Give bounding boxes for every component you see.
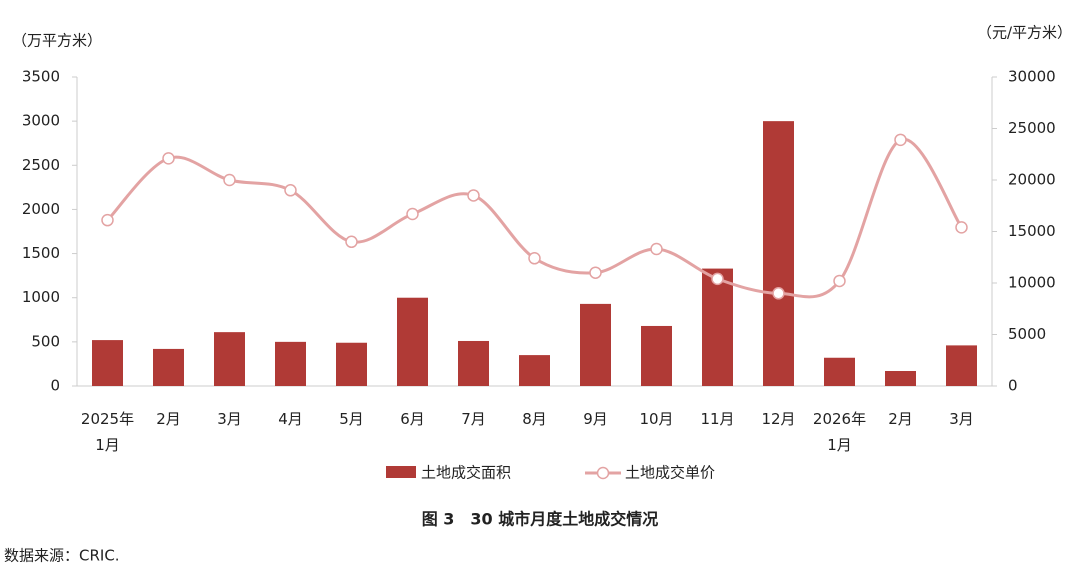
x-tick-label: 4月 xyxy=(278,410,303,428)
y2-tick-label: 15000 xyxy=(1008,222,1056,240)
line-marker xyxy=(589,266,602,279)
y-tick-label: 0 xyxy=(50,377,60,395)
line-marker xyxy=(833,274,846,288)
x-tick-label: 7月 xyxy=(461,410,486,428)
y-tick-label: 3000 xyxy=(22,112,60,130)
line-marker xyxy=(223,173,236,187)
x-tick-label: 6月 xyxy=(400,410,425,428)
bar xyxy=(275,341,306,386)
x-tick-label: 9月 xyxy=(583,410,608,428)
x-tick-label: 2月 xyxy=(156,410,181,428)
y2-tick-label: 5000 xyxy=(1008,325,1046,343)
y-tick-label: 500 xyxy=(31,332,60,350)
line-marker xyxy=(345,235,358,249)
x-tick-label: 10月 xyxy=(639,410,674,428)
source-note: 数据来源：CRIC. xyxy=(4,547,120,565)
y-tick-label: 2500 xyxy=(22,156,60,174)
y2-tick-label: 25000 xyxy=(1008,119,1056,137)
bar xyxy=(214,332,245,386)
bar xyxy=(763,121,794,387)
x-tick-label: 2026年 1月 xyxy=(812,410,867,454)
line-marker xyxy=(528,252,541,265)
bar xyxy=(397,297,428,386)
y2-tick-label: 20000 xyxy=(1008,171,1056,189)
bar xyxy=(92,340,123,386)
line-marker xyxy=(955,221,968,234)
line-marker xyxy=(772,287,785,300)
legend-swatch xyxy=(386,466,416,478)
bar xyxy=(702,268,733,386)
line-marker xyxy=(467,189,480,202)
y-tick-label: 1500 xyxy=(22,244,60,262)
y2-tick-label: 30000 xyxy=(1008,68,1056,86)
line-marker xyxy=(284,184,297,197)
y2-tick-label: 0 xyxy=(1008,377,1018,395)
bar xyxy=(336,342,367,386)
y-axis-title: （万平方米） xyxy=(12,32,102,50)
y-tick-label: 2000 xyxy=(22,200,60,218)
y2-axis-title: （元/平方米） xyxy=(977,24,1072,42)
bar xyxy=(885,370,916,386)
bar xyxy=(946,345,977,386)
bar xyxy=(153,348,184,386)
line-marker xyxy=(162,152,175,165)
chart-title: 图 3 30 城市月度土地成交情况 xyxy=(422,510,659,529)
x-tick-label: 2月 xyxy=(888,410,913,428)
line-marker xyxy=(650,242,663,256)
line-marker xyxy=(406,207,419,221)
bar xyxy=(641,325,672,386)
bar xyxy=(458,340,489,386)
x-tick-label: 8月 xyxy=(522,410,547,428)
y-tick-label: 1000 xyxy=(22,288,60,306)
bar xyxy=(519,355,550,386)
line-marker xyxy=(894,133,907,147)
bar xyxy=(824,357,855,386)
x-tick-label: 2025年 1月 xyxy=(80,410,135,454)
x-tick-label: 5月 xyxy=(339,410,364,428)
line-marker xyxy=(711,272,724,286)
legend-label: 土地成交面积 xyxy=(421,464,511,482)
x-tick-label: 3月 xyxy=(949,410,974,428)
line xyxy=(106,137,963,299)
y-tick-label: 3500 xyxy=(22,68,60,86)
bar xyxy=(580,303,611,386)
x-tick-label: 12月 xyxy=(761,410,796,428)
legend-marker xyxy=(596,466,610,480)
legend-label: 土地成交单价 xyxy=(625,464,715,482)
line-marker xyxy=(101,213,114,227)
x-tick-label: 11月 xyxy=(700,410,735,428)
x-tick-label: 3月 xyxy=(217,410,242,428)
y2-tick-label: 10000 xyxy=(1008,274,1056,292)
